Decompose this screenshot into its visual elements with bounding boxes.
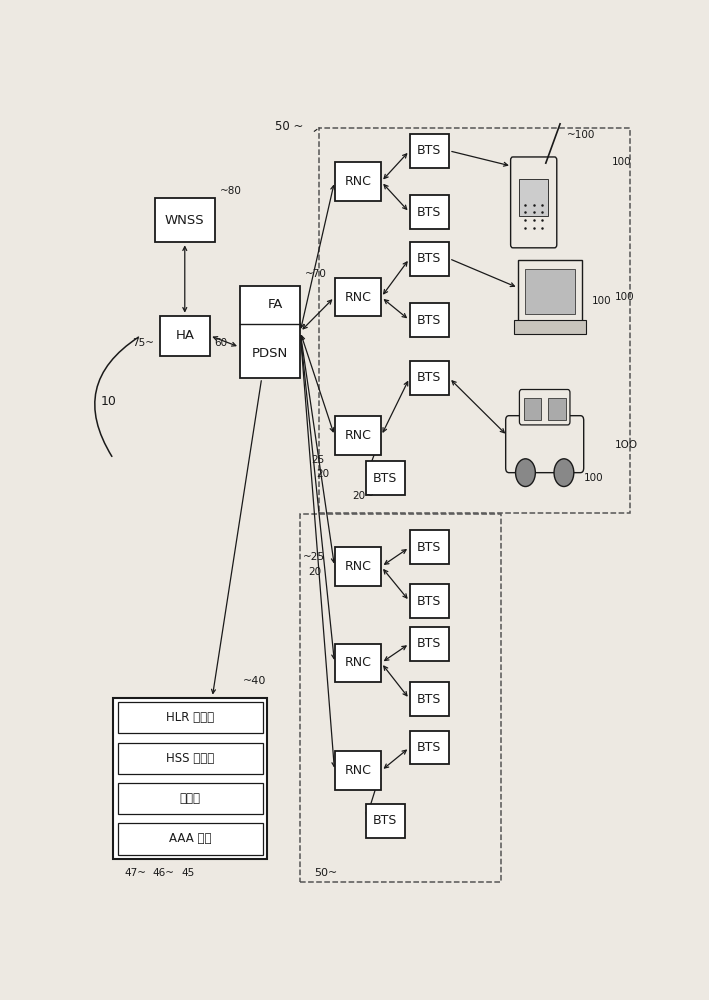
Text: RNC: RNC (345, 429, 372, 442)
Text: ~40: ~40 (242, 676, 266, 686)
Text: 100: 100 (591, 296, 611, 306)
Text: 100: 100 (584, 473, 604, 483)
Bar (118, 823, 263, 855)
Text: ~80: ~80 (219, 186, 241, 196)
Text: RNC: RNC (345, 175, 372, 188)
Bar (410, 731, 449, 764)
Bar (548, 398, 566, 420)
Bar (410, 682, 449, 716)
Text: 1OO: 1OO (615, 440, 638, 450)
Bar (319, 128, 630, 513)
Bar (335, 162, 381, 201)
Text: 100: 100 (612, 157, 631, 167)
Text: BTS: BTS (417, 693, 442, 706)
Text: BTS: BTS (417, 371, 442, 384)
Bar (520, 179, 548, 216)
Text: HSS 数据库: HSS 数据库 (166, 752, 214, 765)
Bar (410, 627, 449, 661)
Bar (410, 242, 449, 276)
Text: WNSS: WNSS (165, 214, 205, 227)
Text: 25: 25 (311, 455, 325, 465)
Text: 20~: 20~ (352, 491, 374, 501)
FancyBboxPatch shape (520, 389, 570, 425)
Text: BTS: BTS (373, 472, 398, 485)
Bar (118, 783, 263, 814)
Bar (160, 316, 210, 356)
Text: BTS: BTS (417, 252, 442, 265)
Text: RNC: RNC (345, 764, 372, 777)
Text: RNC: RNC (345, 291, 372, 304)
Bar (366, 804, 405, 838)
Bar (410, 303, 449, 337)
Text: HA: HA (175, 329, 194, 342)
FancyBboxPatch shape (506, 416, 584, 473)
Bar (410, 361, 449, 395)
Bar (410, 584, 449, 618)
FancyBboxPatch shape (510, 157, 557, 248)
Bar (525, 269, 575, 314)
Text: 20: 20 (308, 567, 322, 577)
Text: HLR 数据库: HLR 数据库 (166, 711, 214, 724)
Text: 50 ~: 50 ~ (275, 120, 304, 133)
Text: 100: 100 (615, 292, 635, 302)
Text: 10: 10 (101, 395, 116, 408)
Bar (410, 195, 449, 229)
Text: 服务器: 服务器 (180, 792, 201, 805)
Text: 45: 45 (182, 868, 195, 878)
Text: BTS: BTS (417, 144, 442, 157)
Text: AAA 主机: AAA 主机 (169, 832, 211, 845)
Bar (300, 514, 501, 882)
Bar (118, 702, 263, 733)
Text: 46~: 46~ (153, 868, 175, 878)
Bar (240, 286, 300, 378)
Bar (118, 743, 263, 774)
Bar (366, 461, 405, 495)
Text: BTS: BTS (417, 741, 442, 754)
Bar (335, 751, 381, 790)
Bar (113, 698, 267, 859)
Bar (155, 198, 215, 242)
Text: FA: FA (268, 298, 283, 311)
Bar (335, 278, 381, 316)
Text: ~70: ~70 (305, 269, 326, 279)
Text: BTS: BTS (417, 314, 442, 327)
Text: RNC: RNC (345, 656, 372, 669)
Text: BTS: BTS (417, 206, 442, 219)
Bar (410, 530, 449, 564)
Text: RNC: RNC (345, 560, 372, 573)
Text: BTS: BTS (373, 814, 398, 827)
Text: BTS: BTS (417, 637, 442, 650)
Bar (335, 416, 381, 455)
Text: BTS: BTS (417, 541, 442, 554)
Text: ~25: ~25 (303, 552, 325, 562)
Bar (515, 320, 586, 334)
Text: PDSN: PDSN (252, 347, 288, 360)
Bar (335, 547, 381, 586)
Circle shape (554, 459, 574, 487)
Bar (524, 398, 542, 420)
Text: ~100: ~100 (566, 130, 595, 140)
Text: BTS: BTS (417, 595, 442, 608)
Text: 50~: 50~ (314, 868, 337, 878)
FancyBboxPatch shape (518, 260, 582, 323)
Circle shape (515, 459, 535, 487)
Text: 60: 60 (214, 338, 227, 348)
Bar (410, 134, 449, 168)
Bar (335, 644, 381, 682)
Text: 20: 20 (317, 469, 330, 479)
Text: 47~: 47~ (124, 868, 146, 878)
Text: 75~: 75~ (133, 338, 155, 348)
